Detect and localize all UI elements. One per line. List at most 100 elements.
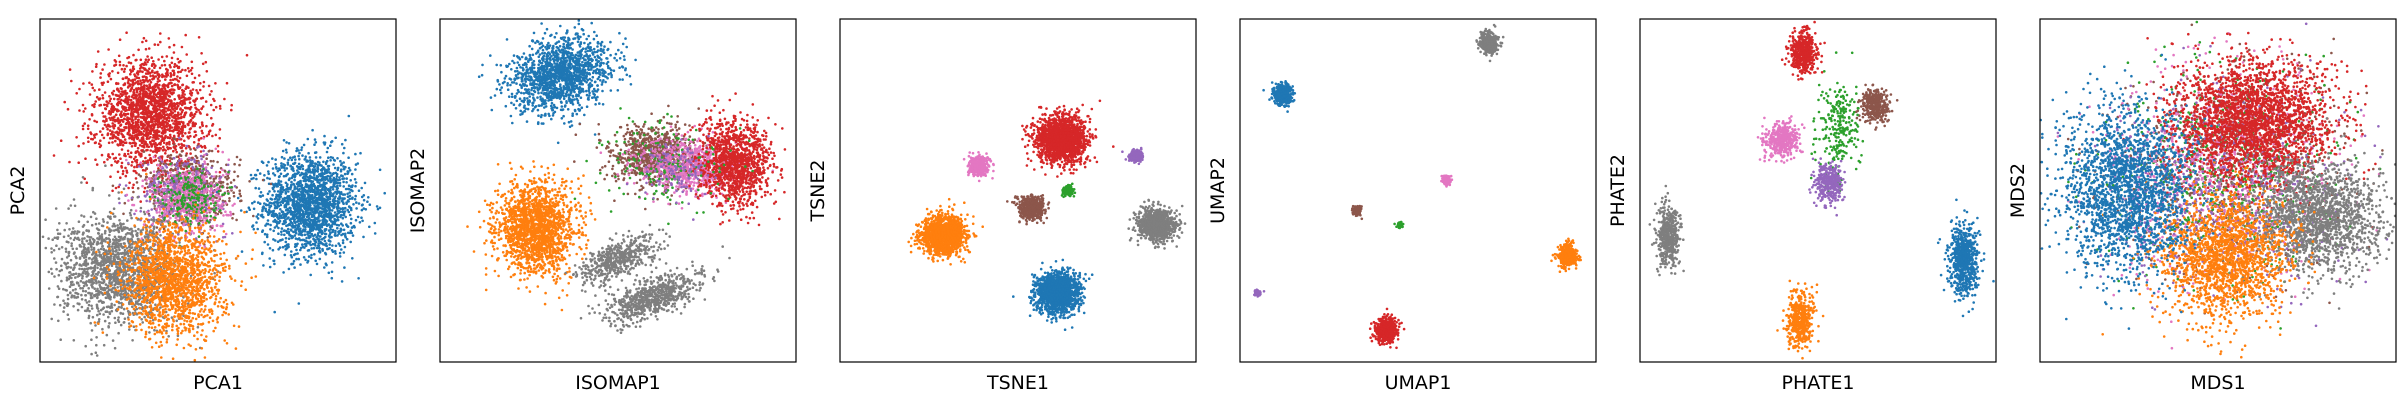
data-point — [280, 239, 283, 242]
data-point — [341, 280, 344, 283]
data-point — [135, 81, 138, 84]
data-point — [173, 66, 176, 69]
data-point — [120, 87, 123, 90]
data-point — [108, 72, 111, 75]
data-point — [280, 231, 283, 234]
data-point — [158, 130, 161, 133]
data-point — [314, 218, 317, 221]
data-point — [146, 135, 149, 138]
data-point — [110, 133, 113, 136]
data-point — [266, 164, 269, 167]
data-point — [200, 158, 203, 161]
data-point — [194, 131, 197, 134]
data-point — [253, 228, 256, 231]
data-point — [158, 92, 161, 95]
data-point — [311, 233, 314, 236]
data-point — [99, 130, 102, 133]
data-point — [300, 231, 303, 234]
data-point — [335, 245, 338, 248]
data-point — [348, 211, 351, 214]
data-point — [94, 158, 97, 161]
data-point — [210, 160, 213, 163]
data-point — [302, 204, 305, 207]
data-point — [192, 232, 195, 235]
data-point — [116, 161, 119, 164]
data-point — [338, 201, 341, 204]
data-point — [154, 64, 157, 67]
data-point — [171, 203, 174, 206]
data-point — [272, 260, 275, 263]
data-point — [161, 102, 164, 105]
data-point — [178, 87, 181, 90]
data-point — [325, 221, 328, 224]
data-point — [167, 99, 170, 102]
data-point — [82, 125, 85, 128]
data-point — [228, 197, 231, 200]
data-point — [130, 164, 133, 167]
data-point — [354, 153, 357, 156]
data-point — [97, 50, 100, 53]
data-point — [354, 185, 357, 188]
data-point — [188, 131, 191, 134]
data-point — [125, 77, 128, 80]
data-point — [118, 131, 121, 134]
data-point — [194, 149, 197, 152]
data-point — [153, 126, 156, 129]
data-point — [348, 115, 351, 118]
data-point — [121, 129, 124, 132]
data-point — [340, 214, 343, 217]
data-point — [314, 260, 317, 263]
data-point — [359, 152, 362, 155]
data-point — [130, 112, 133, 115]
data-point — [67, 108, 70, 111]
data-point — [179, 186, 182, 189]
data-point — [152, 123, 155, 126]
data-point — [288, 234, 291, 237]
data-point — [82, 142, 85, 145]
data-point — [323, 198, 326, 201]
data-point — [292, 231, 295, 234]
data-point — [107, 153, 110, 156]
data-point — [124, 126, 127, 129]
data-point — [115, 113, 118, 116]
data-point — [134, 129, 137, 132]
data-point — [177, 111, 180, 114]
data-point — [327, 202, 330, 205]
data-point — [123, 118, 126, 121]
data-point — [336, 169, 339, 172]
data-point — [142, 179, 145, 182]
data-point — [211, 135, 214, 138]
data-point — [157, 86, 160, 89]
data-point — [194, 77, 197, 80]
data-point — [296, 147, 299, 150]
data-point — [351, 173, 354, 176]
data-point — [295, 232, 298, 235]
data-point — [212, 201, 215, 204]
data-point — [169, 79, 172, 82]
data-point — [203, 145, 206, 148]
data-point — [146, 61, 149, 64]
data-point — [127, 162, 130, 165]
data-point — [204, 162, 207, 165]
data-point — [305, 201, 308, 204]
data-point — [189, 148, 192, 151]
data-point — [298, 302, 301, 305]
data-point — [319, 185, 322, 188]
data-point — [154, 99, 157, 102]
data-point — [190, 159, 193, 162]
data-point — [202, 150, 205, 153]
data-point — [340, 248, 343, 251]
data-point — [345, 181, 348, 184]
data-point — [313, 253, 316, 256]
data-point — [209, 93, 212, 96]
data-point — [311, 189, 314, 192]
data-point — [127, 86, 130, 89]
data-point — [159, 67, 162, 70]
data-point — [142, 145, 145, 148]
data-point — [166, 211, 169, 214]
data-point — [91, 83, 94, 86]
data-point — [82, 104, 85, 107]
data-point — [104, 91, 107, 94]
data-point — [153, 92, 156, 95]
data-point — [143, 75, 146, 78]
